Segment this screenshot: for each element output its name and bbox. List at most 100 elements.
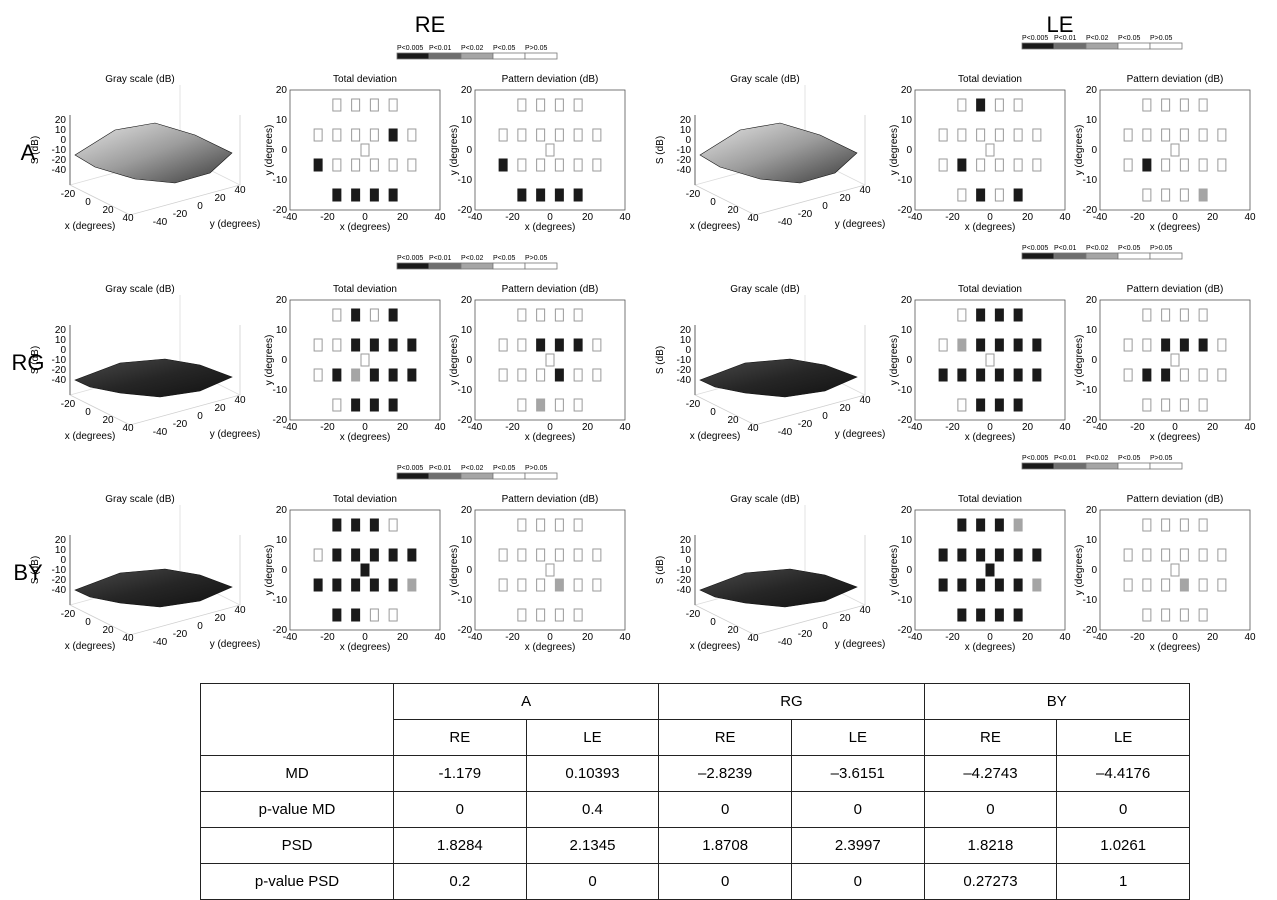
field-point-4 — [1123, 548, 1133, 562]
surface-y-tick: -40 — [153, 217, 168, 228]
table-cell: –2.8239 — [658, 755, 792, 792]
legend-label: P<0.005 — [1022, 245, 1048, 252]
surface-z-tick: 20 — [55, 325, 67, 336]
deviation-y-tick: -20 — [898, 415, 913, 426]
field-point-11 — [938, 578, 948, 592]
table-row-p-value-md: p-value MD 0 0.4 0 0 0 0 — [200, 791, 1190, 828]
field-point-18 — [1161, 608, 1171, 622]
deviation-x-tick: 0 — [547, 212, 553, 223]
field-point-17 — [332, 608, 342, 622]
field-point-3 — [1013, 518, 1023, 532]
deviation-x-tick: 40 — [434, 212, 446, 223]
deviation-y-tick: 0 — [1091, 355, 1097, 366]
deviation-y-tick: -20 — [1083, 415, 1098, 426]
deviation-y-tick: 20 — [276, 505, 288, 516]
field-point-20 — [1198, 608, 1208, 622]
field-point-13 — [976, 158, 986, 172]
surface-y-tick: -20 — [798, 419, 813, 430]
field-point-14 — [369, 578, 379, 592]
surface-y-tick: -40 — [778, 637, 793, 648]
surface-z-tick: 10 — [55, 545, 67, 556]
field-point-4 — [938, 128, 948, 142]
significance-legend-rg-le: P<0.005 P<0.01 P<0.02 P<0.05 P>0.05 — [1021, 245, 1183, 260]
field-point-18 — [976, 188, 986, 202]
deviation-y-tick: 20 — [1086, 295, 1098, 306]
field-point-19 — [994, 398, 1004, 412]
legend-swatch — [492, 262, 526, 270]
field-point-5 — [1142, 548, 1152, 562]
surface-mesh — [74, 358, 233, 398]
field-point-19 — [1179, 398, 1189, 412]
surface-y-tick: 40 — [234, 395, 246, 406]
deviation-x-tick: 0 — [987, 422, 993, 433]
deviation-plot-title: Total deviation — [333, 284, 397, 295]
field-point-11 — [938, 368, 948, 382]
field-point-15 — [388, 578, 398, 592]
surface-y-label: y (degrees) — [835, 429, 886, 440]
deviation-x-tick: 0 — [547, 422, 553, 433]
surface-y-tick: 0 — [822, 411, 828, 422]
field-point-19 — [554, 188, 564, 202]
deviation-x-tick: 20 — [397, 422, 409, 433]
field-point-9 — [592, 338, 602, 352]
field-point-16 — [1032, 578, 1042, 592]
field-point-16 — [1217, 368, 1227, 382]
surface-x-tick: 0 — [85, 197, 91, 208]
field-point-3 — [388, 98, 398, 112]
surface-x-tick: -20 — [61, 609, 76, 620]
table-cell: –3.6151 — [790, 755, 925, 792]
deviation-y-tick: 10 — [276, 325, 288, 336]
surface-z-tick: 20 — [680, 535, 692, 546]
legend-swatch — [1021, 252, 1055, 260]
surface-z-label: S (dB) — [30, 346, 41, 374]
legend-label: P<0.01 — [1054, 35, 1076, 42]
table-row-psd: PSD 1.8284 2.1345 1.8708 2.3997 1.8218 1… — [200, 827, 1190, 864]
surface-y-tick: -20 — [173, 209, 188, 220]
field-point-11 — [498, 578, 508, 592]
field-point-0 — [517, 98, 527, 112]
field-point-5 — [1142, 338, 1152, 352]
deviation-y-tick: 10 — [276, 535, 288, 546]
surface-y-label: y (degrees) — [210, 639, 261, 650]
field-point-17 — [517, 398, 527, 412]
deviation-x-tick: 40 — [434, 422, 446, 433]
deviation-y-tick: -20 — [273, 415, 288, 426]
legend-swatch — [1021, 462, 1055, 470]
surface-z-tick: 0 — [685, 135, 691, 146]
surface-z-tick: -10 — [677, 355, 692, 366]
table-cell: 1.8708 — [658, 827, 792, 864]
field-point-17 — [957, 608, 967, 622]
deviation-x-tick: 40 — [1244, 212, 1256, 223]
legend-label: P<0.05 — [1118, 455, 1140, 462]
surface-x-label: x (degrees) — [690, 221, 741, 232]
deviation-x-tick: 40 — [1059, 212, 1071, 223]
deviation-y-tick: 20 — [901, 295, 913, 306]
surface-z-tick: -40 — [677, 375, 692, 386]
field-point-14 — [994, 368, 1004, 382]
field-point-5 — [517, 128, 527, 142]
legend-label: P<0.05 — [1118, 35, 1140, 42]
field-point-0 — [1142, 518, 1152, 532]
surface-x-label: x (degrees) — [65, 641, 116, 652]
surface-x-tick: -20 — [686, 399, 701, 410]
field-point-15 — [1198, 158, 1208, 172]
legend-swatch — [1117, 462, 1151, 470]
field-point-2 — [994, 308, 1004, 322]
surface-z-tick: 0 — [60, 555, 66, 566]
field-point-2 — [1179, 308, 1189, 322]
field-point-17 — [1142, 608, 1152, 622]
deviation-y-label: y (degrees) — [889, 335, 900, 386]
table-row-label: MD — [200, 755, 394, 792]
surface-y-tick: 20 — [839, 193, 851, 204]
surface-x-tick: 20 — [102, 625, 114, 636]
deviation-x-tick: -40 — [468, 422, 483, 433]
surface-z-tick: 0 — [60, 345, 66, 356]
surface-y-tick: 0 — [197, 201, 203, 212]
deviation-y-tick: -20 — [1083, 625, 1098, 636]
deviation-x-tick: 20 — [582, 422, 594, 433]
field-point-19 — [369, 398, 379, 412]
table-row-p-value-psd: p-value PSD 0.2 0 0 0 0.27273 1 — [200, 863, 1190, 900]
